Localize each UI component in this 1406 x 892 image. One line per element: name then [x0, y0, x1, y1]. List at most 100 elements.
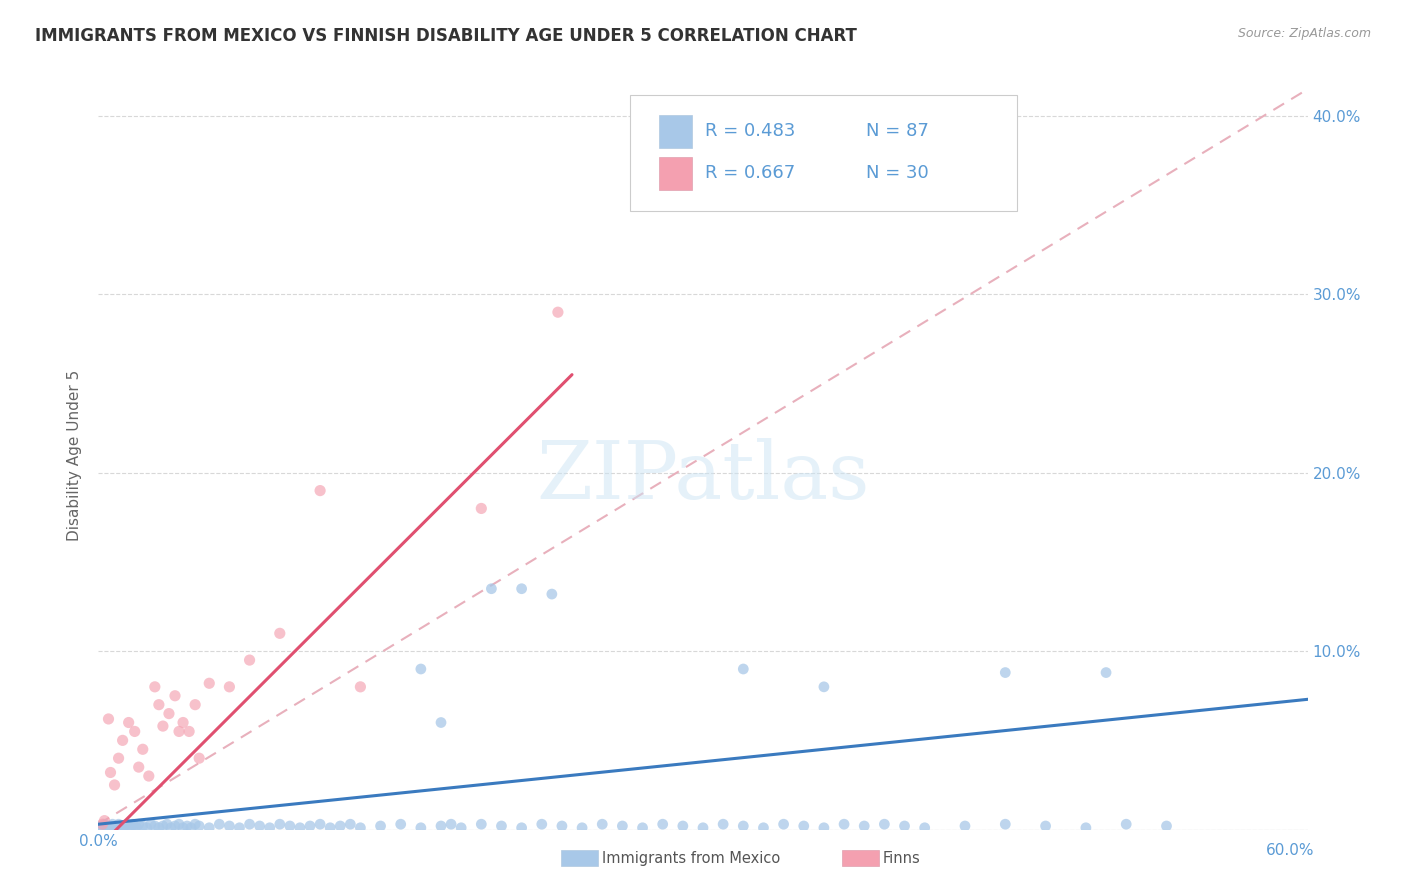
Point [530, 817, 553, 831]
Point [470, 501, 492, 516]
Point [179, 724, 201, 739]
Point [1156, 819, 1178, 833]
Point [540, 587, 562, 601]
Point [93, 814, 115, 828]
Point [832, 817, 855, 831]
Text: N = 30: N = 30 [866, 164, 929, 182]
Point [188, 751, 211, 765]
Point [440, 817, 463, 831]
Point [111, 733, 134, 747]
Point [711, 817, 734, 831]
Point [208, 817, 231, 831]
Point [692, 821, 714, 835]
Point [105, 819, 128, 833]
Point [167, 724, 190, 739]
Point [176, 819, 198, 833]
Point [510, 821, 533, 835]
Text: R = 0.483: R = 0.483 [706, 122, 796, 140]
Point [118, 819, 141, 833]
Point [148, 821, 170, 835]
Y-axis label: Disability Age Under 5: Disability Age Under 5 [67, 369, 83, 541]
Text: 60.0%: 60.0% [1267, 843, 1315, 858]
Point [128, 760, 150, 774]
Point [893, 819, 915, 833]
Point [772, 817, 794, 831]
Point [239, 817, 262, 831]
Text: Immigrants from Mexico: Immigrants from Mexico [602, 851, 780, 865]
Point [288, 821, 311, 835]
Point [124, 724, 146, 739]
Point [651, 817, 673, 831]
Point [481, 582, 503, 596]
Point [349, 680, 371, 694]
Point [259, 821, 281, 835]
Point [733, 819, 755, 833]
Point [160, 821, 183, 835]
Point [953, 819, 976, 833]
Point [89, 819, 111, 833]
Point [430, 819, 453, 833]
Point [163, 819, 186, 833]
Point [1035, 819, 1057, 833]
Point [97, 821, 120, 835]
Point [125, 821, 148, 835]
Point [793, 819, 815, 833]
Point [470, 817, 492, 831]
Point [510, 582, 533, 596]
Point [124, 819, 146, 833]
Point [128, 817, 150, 831]
Point [132, 819, 155, 833]
FancyBboxPatch shape [659, 157, 692, 190]
Point [103, 821, 125, 835]
Point [1115, 817, 1137, 831]
Point [873, 817, 896, 831]
Point [752, 821, 775, 835]
Point [103, 778, 125, 792]
Point [914, 821, 936, 835]
Point [249, 819, 271, 833]
Point [571, 821, 593, 835]
Point [97, 712, 120, 726]
Point [107, 817, 129, 831]
Point [239, 653, 262, 667]
Point [733, 662, 755, 676]
Point [91, 817, 114, 831]
Point [138, 769, 160, 783]
Text: N = 87: N = 87 [866, 122, 929, 140]
Point [93, 817, 115, 831]
Point [309, 483, 332, 498]
Point [100, 765, 122, 780]
Point [813, 680, 835, 694]
Point [672, 819, 695, 833]
Point [107, 751, 129, 765]
Point [349, 821, 371, 835]
Point [111, 819, 134, 833]
Point [163, 689, 186, 703]
Text: IMMIGRANTS FROM MEXICO VS FINNISH DISABILITY AGE UNDER 5 CORRELATION CHART: IMMIGRANTS FROM MEXICO VS FINNISH DISABI… [35, 27, 858, 45]
Point [450, 821, 472, 835]
Point [198, 821, 221, 835]
Point [152, 719, 174, 733]
Point [1074, 821, 1097, 835]
Point [100, 819, 122, 833]
Point [135, 821, 157, 835]
Point [430, 715, 453, 730]
Point [184, 698, 207, 712]
Point [1095, 665, 1118, 680]
Point [339, 817, 361, 831]
Point [148, 698, 170, 712]
Point [994, 817, 1017, 831]
Point [157, 706, 180, 721]
Point [172, 715, 194, 730]
Text: R = 0.667: R = 0.667 [706, 164, 796, 182]
Point [612, 819, 634, 833]
Point [118, 715, 141, 730]
Text: Source: ZipAtlas.com: Source: ZipAtlas.com [1237, 27, 1371, 40]
Point [101, 817, 124, 831]
Point [152, 819, 174, 833]
Text: Finns: Finns [883, 851, 921, 865]
FancyBboxPatch shape [659, 115, 692, 148]
Point [994, 665, 1017, 680]
Point [591, 817, 613, 831]
Point [218, 680, 240, 694]
